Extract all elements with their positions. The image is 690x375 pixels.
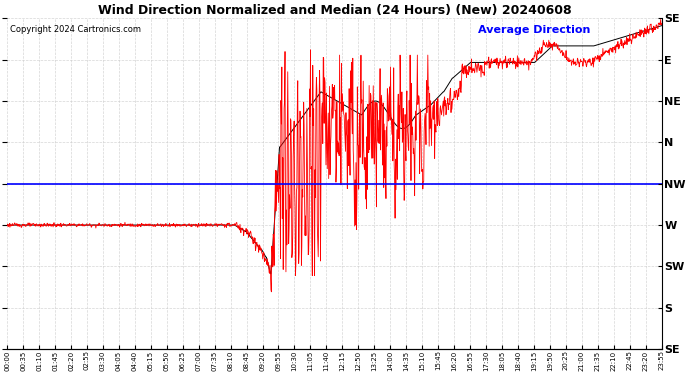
Text: Average Direction: Average Direction: [478, 25, 591, 35]
Text: Copyright 2024 Cartronics.com: Copyright 2024 Cartronics.com: [10, 25, 141, 34]
Title: Wind Direction Normalized and Median (24 Hours) (New) 20240608: Wind Direction Normalized and Median (24…: [97, 4, 571, 17]
